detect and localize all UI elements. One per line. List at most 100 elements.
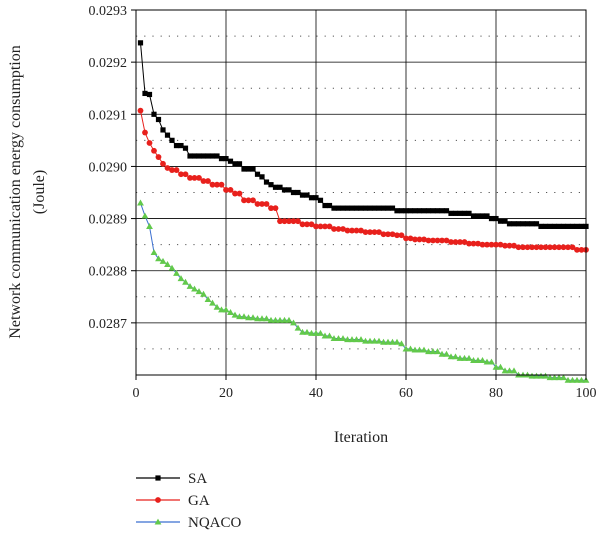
data-point-nqaco [420, 346, 428, 353]
data-point-sa [272, 184, 279, 190]
data-point-ga [196, 175, 202, 181]
data-point-ga [425, 237, 432, 244]
axis-ticks: 0 20 40 60 80 100 0.0287 0.0288 0.0289 0.0290 0.02… [89, 4, 597, 401]
data-point-ga [326, 223, 333, 230]
data-point-nqaco [222, 306, 230, 313]
data-point-sa [322, 202, 328, 209]
data-point-ga [313, 223, 319, 230]
data-point-ga [475, 240, 481, 247]
data-point-sa [200, 153, 207, 159]
data-point-nqaco [389, 338, 396, 345]
data-point-nqaco [146, 222, 153, 229]
data-point-nqaco [141, 212, 149, 219]
data-point-ga [173, 167, 180, 173]
data-point-nqaco [501, 367, 509, 374]
data-point-sa [277, 184, 283, 190]
data-point-ga [169, 167, 175, 173]
data-point-ga [317, 223, 324, 230]
data-point-sa [569, 223, 576, 229]
data-point-ga [137, 107, 144, 114]
data-point-nqaco [555, 374, 563, 381]
data-point-ga [416, 236, 423, 243]
data-point-ga [430, 237, 436, 244]
series-line-sa [140, 42, 586, 227]
data-point-nqaco [443, 350, 450, 357]
data-point-ga [524, 244, 531, 251]
data-point-sa [556, 223, 562, 229]
data-point-ga [146, 140, 153, 146]
data-point-ga [344, 227, 351, 234]
data-point-ga [191, 175, 198, 181]
data-point-nqaco [200, 290, 207, 297]
data-point-sa [173, 142, 180, 149]
data-point-sa [353, 205, 360, 211]
data-point-nqaco [407, 345, 414, 352]
data-point-nqaco [447, 353, 455, 360]
data-point-nqaco [461, 354, 468, 361]
data-point-nqaco [159, 257, 167, 264]
data-point-sa [493, 215, 499, 222]
data-point-sa [403, 208, 409, 214]
data-point-nqaco [204, 295, 212, 302]
data-point-sa [146, 91, 153, 98]
data-point-ga [295, 218, 301, 225]
data-point-ga [151, 147, 157, 154]
data-point-nqaco [209, 299, 216, 306]
data-point-ga [412, 236, 418, 243]
series-nqaco [137, 199, 590, 383]
data-point-sa [214, 153, 220, 159]
data-point-sa [578, 223, 585, 229]
data-point-ga [254, 201, 261, 207]
data-point-nqaco [330, 335, 338, 342]
data-point-nqaco [213, 303, 221, 310]
data-point-ga [182, 171, 189, 178]
data-point-nqaco [560, 374, 567, 381]
data-point-ga [385, 231, 391, 238]
series-ga [137, 107, 589, 253]
data-point-nqaco [240, 313, 248, 320]
data-point-sa [448, 210, 454, 216]
data-point-sa [317, 197, 324, 203]
data-point-ga [335, 226, 342, 232]
data-point-ga [250, 197, 256, 204]
data-point-nqaco [551, 374, 558, 381]
data-point-nqaco [465, 354, 473, 361]
y-axis-title-line-1: Network communication energy consumption [7, 45, 24, 338]
data-point-ga [142, 129, 148, 136]
data-point-nqaco [321, 332, 329, 339]
data-point-nqaco [294, 324, 302, 331]
data-point-ga [398, 232, 405, 239]
data-point-nqaco [245, 314, 252, 321]
data-point-nqaco [470, 357, 477, 363]
data-point-nqaco [429, 348, 437, 355]
data-point-sa [362, 205, 369, 211]
legend-marker [154, 518, 162, 525]
data-point-sa [313, 195, 319, 201]
data-point-nqaco [326, 332, 333, 339]
data-point-nqaco [434, 348, 441, 355]
data-point-sa [394, 208, 400, 214]
y-tick-label: 0.0289 [89, 213, 128, 228]
legend: SA GA NQACO [136, 471, 242, 531]
data-point-nqaco [357, 336, 365, 343]
data-point-sa [308, 195, 315, 201]
data-point-sa [155, 116, 162, 123]
data-point-nqaco [312, 329, 320, 336]
data-point-nqaco [425, 348, 432, 355]
data-point-nqaco [150, 249, 158, 256]
data-point-nqaco [348, 336, 356, 343]
data-point-nqaco [258, 315, 266, 322]
data-point-nqaco [362, 337, 369, 344]
data-point-nqaco [267, 316, 275, 323]
data-point-ga [304, 221, 310, 228]
data-point-ga [331, 226, 337, 232]
data-point-nqaco [479, 357, 486, 363]
data-point-nqaco [537, 372, 545, 379]
data-point-nqaco [497, 363, 504, 370]
data-point-sa [551, 223, 558, 229]
y-tick-label: 0.0292 [89, 56, 128, 71]
data-point-sa [371, 205, 378, 211]
data-point-sa [515, 221, 522, 227]
data-point-sa [457, 210, 463, 216]
